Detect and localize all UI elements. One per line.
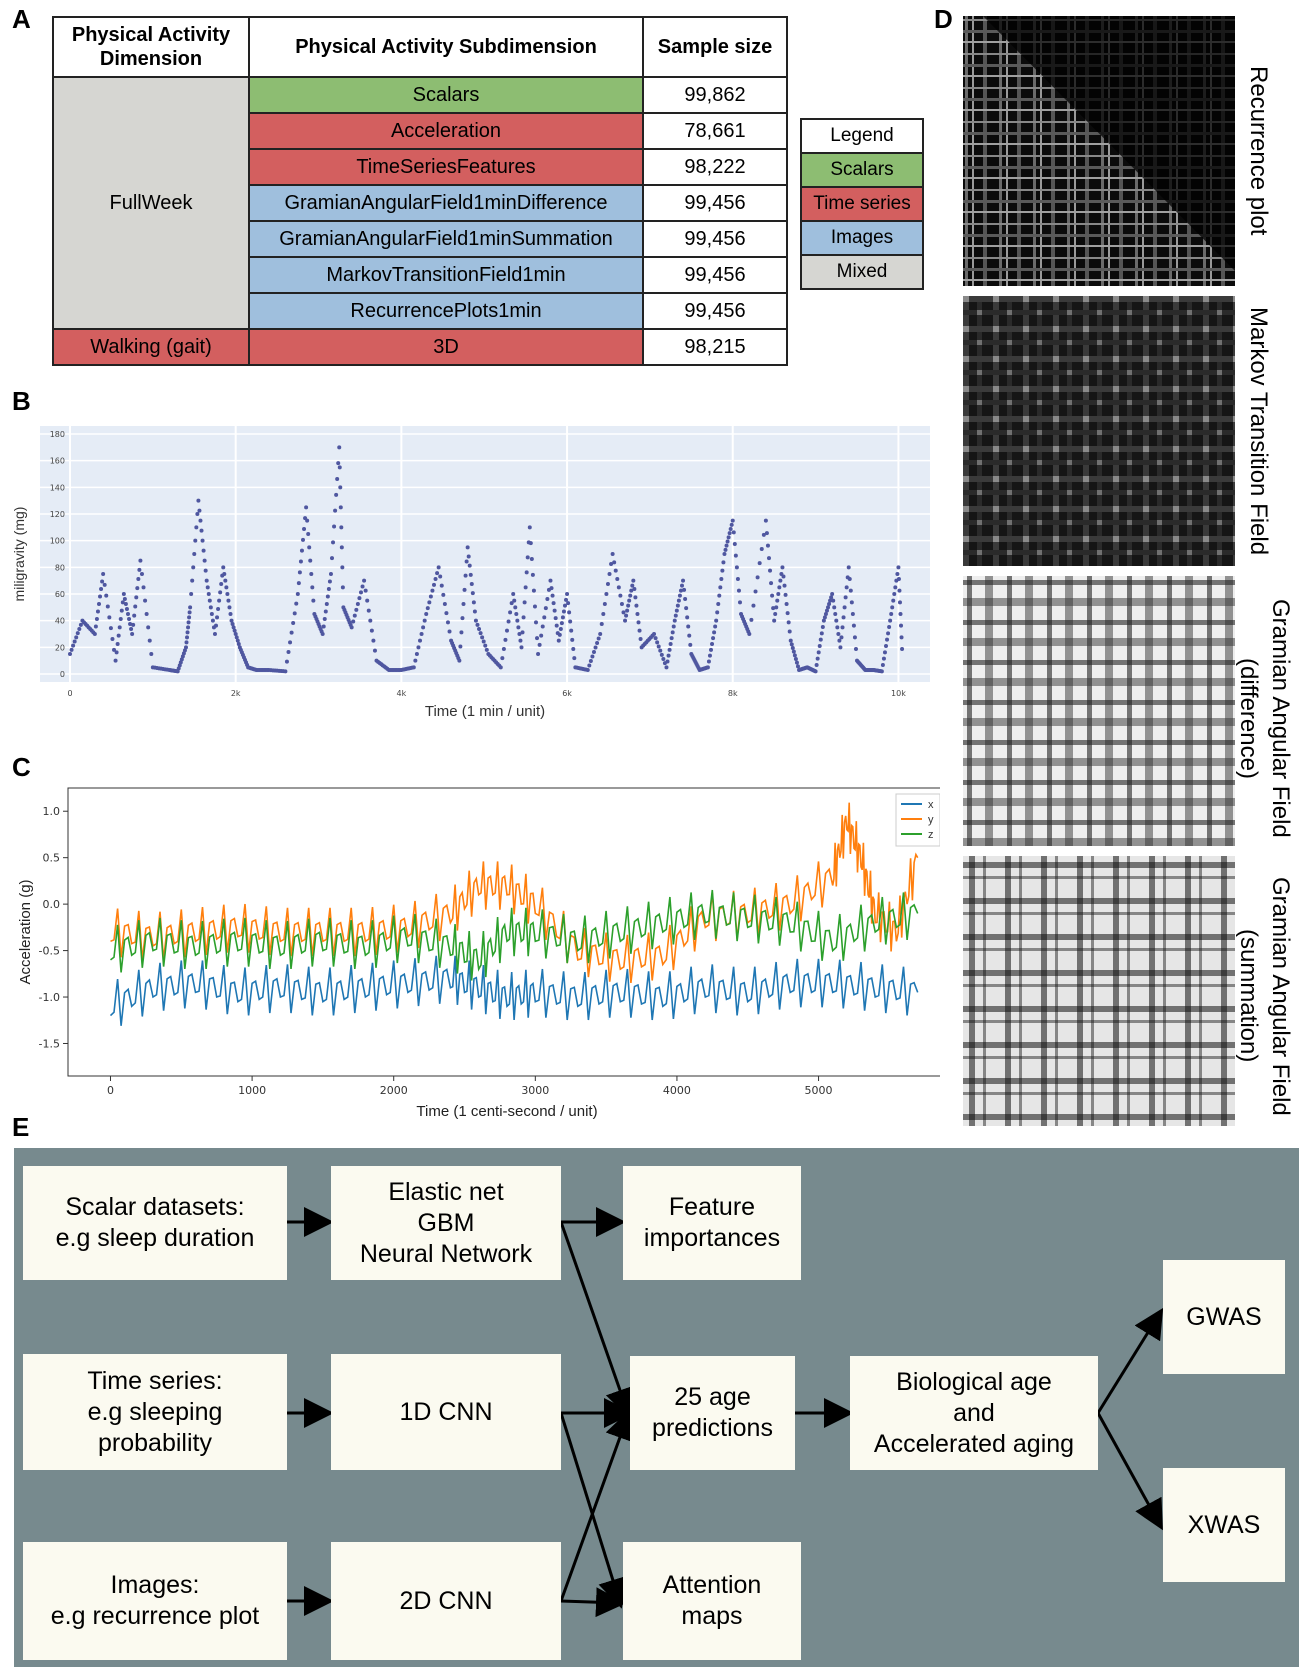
gramian-summation-image bbox=[963, 856, 1235, 1126]
scalar-input-box: Scalar datasets: e.g sleep duration bbox=[23, 1166, 287, 1280]
markov-transition-field-label: Markov Transition Field bbox=[1245, 306, 1272, 556]
header-subdimension: Physical Activity Subdimension bbox=[248, 16, 644, 78]
gramian-summation-texture bbox=[963, 856, 1235, 1126]
legend: Legend Scalars Time series Images Mixed bbox=[800, 118, 924, 290]
subdimension-cell: MarkovTransitionField1min bbox=[248, 256, 644, 294]
subdimension-cell: TimeSeriesFeatures bbox=[248, 148, 644, 186]
dimension-cell-walking: Walking (gait) bbox=[52, 328, 250, 366]
sample-size-cell: 98,215 bbox=[642, 328, 788, 366]
arrow-model-to-predictions bbox=[559, 1221, 635, 1419]
image-input-box: Images: e.g recurrence plot bbox=[23, 1542, 287, 1660]
arrow-cnn2d-to-attention bbox=[560, 1587, 626, 1618]
recurrence-plot-image bbox=[963, 16, 1235, 286]
arrow-cnn2d-to-predictions bbox=[559, 1409, 634, 1602]
gramian-difference-texture bbox=[963, 576, 1235, 846]
subdimension-cell: RecurrencePlots1min bbox=[248, 292, 644, 330]
attention-maps-box: Attention maps bbox=[623, 1542, 801, 1660]
panel-letter-a: A bbox=[12, 4, 31, 34]
legend-item-time-series: Time series bbox=[802, 188, 922, 222]
markov-transition-field-image bbox=[963, 296, 1235, 566]
legend-title: Legend bbox=[802, 120, 922, 154]
legend-item-mixed: Mixed bbox=[802, 256, 922, 288]
sample-size-cell: 99,456 bbox=[642, 292, 788, 330]
panel-letter-c: C bbox=[12, 752, 31, 782]
subdimension-cell: Acceleration bbox=[248, 112, 644, 150]
recurrence-plot-texture bbox=[963, 16, 1235, 286]
age-predictions-box: 25 age predictions bbox=[630, 1356, 795, 1470]
physical-activity-table: Physical Activity Dimension Physical Act… bbox=[52, 16, 788, 366]
feature-importances-box: Feature importances bbox=[623, 1166, 801, 1280]
cnn1d-box: 1D CNN bbox=[331, 1354, 561, 1470]
subdimension-cell: GramianAngularField1minDifference bbox=[248, 184, 644, 222]
legend-item-images: Images bbox=[802, 222, 922, 256]
panel-letter-b: B bbox=[12, 386, 31, 416]
gramian-difference-label: Gramian Angular Field (difference) bbox=[1235, 598, 1294, 838]
sample-size-cell: 99,456 bbox=[642, 256, 788, 294]
cnn2d-box: 2D CNN bbox=[331, 1542, 561, 1660]
arrow-bioage-to-xwas bbox=[1096, 1412, 1163, 1531]
gramian-difference-image bbox=[963, 576, 1235, 846]
timeseries-input-box: Time series: e.g sleeping probability bbox=[23, 1354, 287, 1470]
subdimension-cell: 3D bbox=[248, 328, 644, 366]
legend-item-scalars: Scalars bbox=[802, 154, 922, 188]
gramian-summation-label: Gramian Angular Field (summation) bbox=[1235, 876, 1294, 1116]
sample-size-cell: 78,661 bbox=[642, 112, 788, 150]
panel-letter-e: E bbox=[12, 1112, 30, 1142]
header-dimension: Physical Activity Dimension bbox=[52, 16, 250, 78]
header-sample-size: Sample size bbox=[642, 16, 788, 78]
subdimension-cell: Scalars bbox=[248, 76, 644, 114]
dimension-cell-fullweek: FullWeek bbox=[52, 76, 250, 330]
sample-size-cell: 99,456 bbox=[642, 184, 788, 222]
gwas-box: GWAS bbox=[1163, 1260, 1285, 1374]
subdimension-cell: GramianAngularField1minSummation bbox=[248, 220, 644, 258]
xwas-box: XWAS bbox=[1163, 1468, 1285, 1582]
recurrence-plot-label: Recurrence plot bbox=[1245, 66, 1272, 236]
arrow-cnn1d-to-attention bbox=[559, 1412, 628, 1609]
biological-age-box: Biological age and Accelerated aging bbox=[850, 1356, 1098, 1470]
panel-letter-d: D bbox=[934, 4, 953, 34]
sample-size-cell: 98,222 bbox=[642, 148, 788, 186]
scalar-model-box: Elastic net GBM Neural Network bbox=[331, 1166, 561, 1280]
sample-size-cell: 99,456 bbox=[642, 220, 788, 258]
markov-transition-texture bbox=[963, 296, 1235, 566]
arrow-bioage-to-gwas bbox=[1096, 1307, 1164, 1414]
sample-size-cell: 99,862 bbox=[642, 76, 788, 114]
